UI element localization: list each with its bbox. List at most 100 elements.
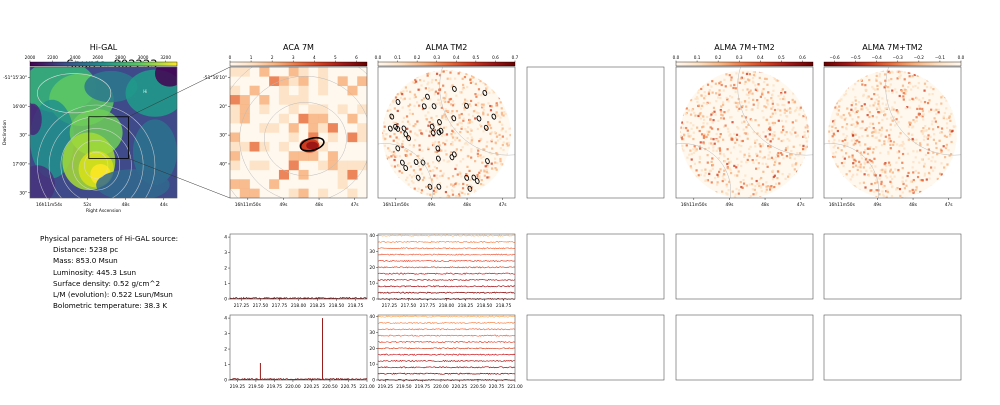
aca-pixel [318,141,329,152]
noise-pixel [478,139,481,143]
noise-pixel [687,109,691,112]
colorbar-tick-label: 3 [292,55,295,60]
noise-pixel [761,109,764,113]
noise-pixel [851,110,855,113]
noise-pixel [781,172,784,176]
noise-pixel [405,115,409,118]
noise-pixel [907,132,910,135]
noise-pixel [911,126,914,129]
noise-pixel [898,71,902,74]
noise-pixel [438,88,442,91]
noise-pixel [864,128,867,132]
noise-pixel [690,109,694,112]
noise-pixel [482,81,485,85]
noise-pixel [494,167,497,170]
noise-pixel [394,155,397,158]
noise-pixel [465,174,468,177]
noise-pixel [882,186,885,189]
noise-pixel [431,88,434,91]
noise-pixel [884,175,888,178]
colorbar-tick-label: 2600 [93,55,104,60]
noise-pixel [767,147,770,150]
noise-pixel [467,193,470,196]
noise-pixel [833,118,836,122]
noise-pixel [891,119,894,122]
noise-pixel [402,98,405,101]
noise-pixel [725,73,728,76]
noise-pixel [843,145,846,148]
panel-title: ACA 7M [283,43,314,52]
contour-mark [400,159,405,166]
noise-pixel [447,100,450,104]
x-tick-label: 16h11m54s [36,202,63,208]
noise-pixel [738,144,741,147]
noise-pixel [785,114,788,118]
noise-pixel [460,127,463,130]
noise-pixel [420,192,423,195]
noise-pixel [444,108,447,111]
noise-pixel [714,113,717,116]
panel-image [824,67,961,198]
noise-pixel [727,188,730,192]
noise-pixel [451,175,455,178]
noise-pixel [748,73,751,76]
noise-pixel [763,80,766,84]
noise-pixel [794,108,798,112]
noise-pixel [780,131,783,134]
y-tick-label: 20" [219,104,227,110]
noise-pixel [480,179,483,182]
noise-pixel [901,180,905,184]
noise-pixel [382,131,383,135]
noise-pixel [843,94,846,97]
noise-pixel [755,158,758,162]
panel-frame [823,66,962,199]
colorbar-tick-label: 2400 [70,55,81,60]
noise-pixel [737,78,740,81]
noise-pixel [427,87,431,90]
noise-pixel [945,107,948,110]
noise-pixel [864,143,867,146]
noise-pixel [886,86,889,89]
noise-pixel [913,120,917,124]
noise-pixel [442,159,445,162]
spectrum-series-line [377,266,516,269]
noise-pixel [842,113,845,117]
noise-pixel [461,146,464,149]
noise-pixel [726,193,729,196]
contour-mark [406,135,411,142]
noise-pixel [683,133,686,136]
noise-pixel [732,146,736,149]
noise-pixel [392,150,395,154]
noise-pixel [405,178,408,182]
noise-pixel [440,134,444,137]
noise-pixel [782,139,785,142]
noise-pixel [501,135,504,138]
noise-pixel [744,174,747,177]
physical-parameters: Physical parameters of Hi-GAL source: Di… [40,233,178,311]
noise-pixel [770,185,773,188]
empty-axes [823,314,962,381]
noise-pixel [741,139,744,143]
noise-pixel [912,178,915,182]
noise-pixel [699,173,702,176]
contour-mark [471,174,477,181]
noise-pixel [763,156,766,159]
aca-pixel [230,160,241,171]
aca-pixel [288,188,299,198]
x-tick-label: 217.50 [253,303,269,309]
noise-pixel [917,81,920,85]
noise-pixel [427,165,431,168]
noise-pixel [706,122,709,125]
noise-pixel [781,88,784,91]
noise-pixel [933,117,936,120]
noise-pixel [786,145,789,148]
noise-pixel [702,122,705,125]
noise-pixel [402,135,405,139]
noise-pixel [759,184,762,188]
noise-pixel [912,118,915,122]
noise-pixel [481,104,484,108]
noise-pixel [742,128,745,131]
noise-pixel [711,163,715,167]
noise-pixel [417,180,420,183]
noise-pixel [495,152,498,155]
